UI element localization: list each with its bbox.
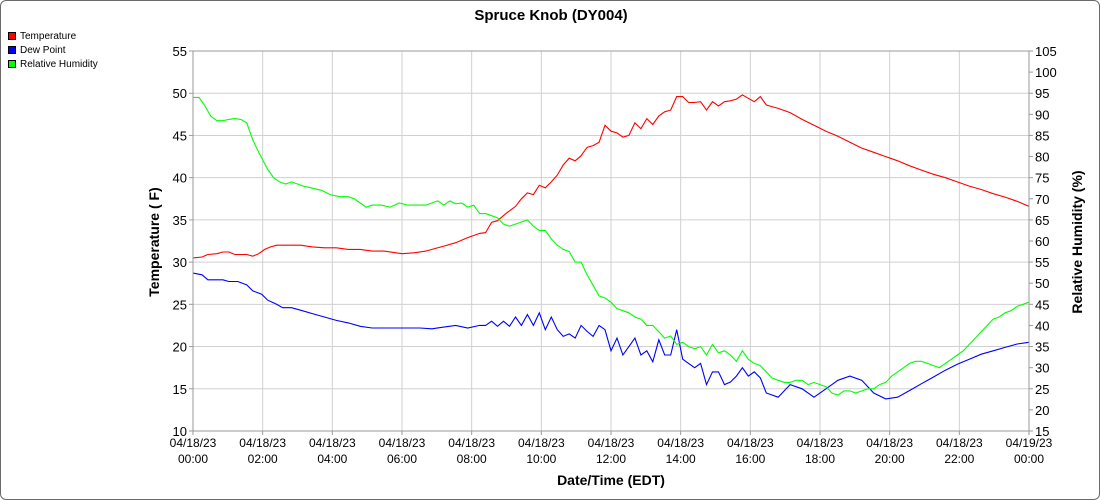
x-tick-label-time: 22:00 (944, 452, 974, 466)
legend-swatch-dew-point (8, 46, 16, 54)
left-tick-label: 30 (173, 255, 187, 270)
right-tick-label: 90 (1035, 107, 1049, 122)
series-line-temperature (192, 94, 1030, 259)
legend-item-temperature: Temperature (8, 29, 98, 43)
left-tick-label: 25 (173, 297, 187, 312)
left-tick-label: 50 (173, 86, 187, 101)
x-axis: 04/18/23 00:00 04/18/23 02:00 04/18/23 04:00 0… (170, 431, 1053, 466)
legend-item-dew-point: Dew Point (8, 43, 98, 57)
x-tick-label-date: 04/18/23 (727, 436, 774, 450)
x-tick-label-date: 04/18/23 (657, 436, 704, 450)
legend-label-relative-humidity: Relative Humidity (20, 58, 98, 70)
right-axis: 15 20 25 30 35 40 45 50 55 60 65 70 75 80 85 90 95 100 105 (1029, 44, 1057, 439)
right-tick-label: 70 (1035, 192, 1049, 207)
right-tick-label: 20 (1035, 403, 1049, 418)
x-tick-label-time: 08:00 (457, 452, 487, 466)
right-tick-label: 60 (1035, 234, 1049, 249)
right-tick-label: 80 (1035, 150, 1049, 165)
x-tick-label-date: 04/18/23 (239, 436, 286, 450)
x-tick-label-time: 00:00 (1014, 452, 1044, 466)
legend-swatch-relative-humidity (8, 60, 16, 68)
left-tick-label: 15 (173, 382, 187, 397)
chart-title: Spruce Knob (DY004) (474, 7, 627, 24)
right-tick-label: 105 (1035, 44, 1057, 59)
gridlines (192, 50, 1030, 432)
series-line-relative-humidity (193, 96, 1030, 396)
right-tick-label: 30 (1035, 361, 1049, 376)
left-tick-label: 55 (173, 44, 187, 59)
left-tick-label: 40 (173, 171, 187, 186)
right-tick-label: 65 (1035, 213, 1049, 228)
right-tick-label: 55 (1035, 255, 1049, 270)
x-tick-label-date: 04/18/23 (170, 436, 217, 450)
y-axis-label-left: Temperature ( F) (146, 187, 162, 296)
x-tick-label-date: 04/18/23 (866, 436, 913, 450)
x-tick-label-time: 06:00 (387, 452, 417, 466)
legend-label-temperature: Temperature (20, 30, 77, 42)
right-tick-label: 45 (1035, 297, 1049, 312)
series-lines (192, 94, 1030, 400)
x-tick-label-time: 14:00 (666, 452, 696, 466)
right-tick-label: 15 (1035, 424, 1049, 439)
x-tick-label-time: 04:00 (317, 452, 347, 466)
right-tick-label: 95 (1035, 86, 1049, 101)
x-tick-label-time: 18:00 (805, 452, 835, 466)
right-tick-label: 100 (1035, 65, 1057, 80)
x-tick-label-time: 10:00 (526, 452, 556, 466)
x-tick-label-date: 04/18/23 (379, 436, 426, 450)
x-axis-label: Date/Time (EDT) (557, 472, 665, 488)
x-tick-label-date: 04/18/23 (588, 436, 635, 450)
legend-item-relative-humidity: Relative Humidity (8, 57, 98, 71)
legend: Temperature Dew Point Relative Humidity (8, 29, 98, 71)
right-tick-label: 50 (1035, 276, 1049, 291)
right-tick-label: 85 (1035, 128, 1049, 143)
legend-swatch-temperature (8, 32, 16, 40)
left-axis: 10 15 20 25 30 35 40 45 50 55 (173, 44, 193, 439)
x-tick-label-date: 04/19/23 (1006, 436, 1053, 450)
x-tick-label-time: 16:00 (735, 452, 765, 466)
x-tick-label-time: 00:00 (178, 452, 208, 466)
right-tick-label: 75 (1035, 171, 1049, 186)
x-tick-label-time: 02:00 (248, 452, 278, 466)
right-tick-label: 40 (1035, 318, 1049, 333)
x-tick-label-date: 04/18/23 (309, 436, 356, 450)
x-tick-label-date: 04/18/23 (936, 436, 983, 450)
x-tick-label-date: 04/18/23 (797, 436, 844, 450)
x-tick-label-date: 04/18/23 (448, 436, 495, 450)
legend-label-dew-point: Dew Point (20, 44, 66, 56)
left-tick-label: 10 (173, 424, 187, 439)
right-tick-label: 25 (1035, 382, 1049, 397)
left-tick-label: 20 (173, 340, 187, 355)
y-axis-label-right: Relative Humidity (%) (1069, 170, 1085, 313)
x-tick-label-date: 04/18/23 (518, 436, 565, 450)
x-tick-label-time: 12:00 (596, 452, 626, 466)
x-tick-label-time: 20:00 (875, 452, 905, 466)
left-tick-label: 35 (173, 213, 187, 228)
left-tick-label: 45 (173, 128, 187, 143)
right-tick-label: 35 (1035, 340, 1049, 355)
series-line-dew-point (192, 272, 1030, 400)
